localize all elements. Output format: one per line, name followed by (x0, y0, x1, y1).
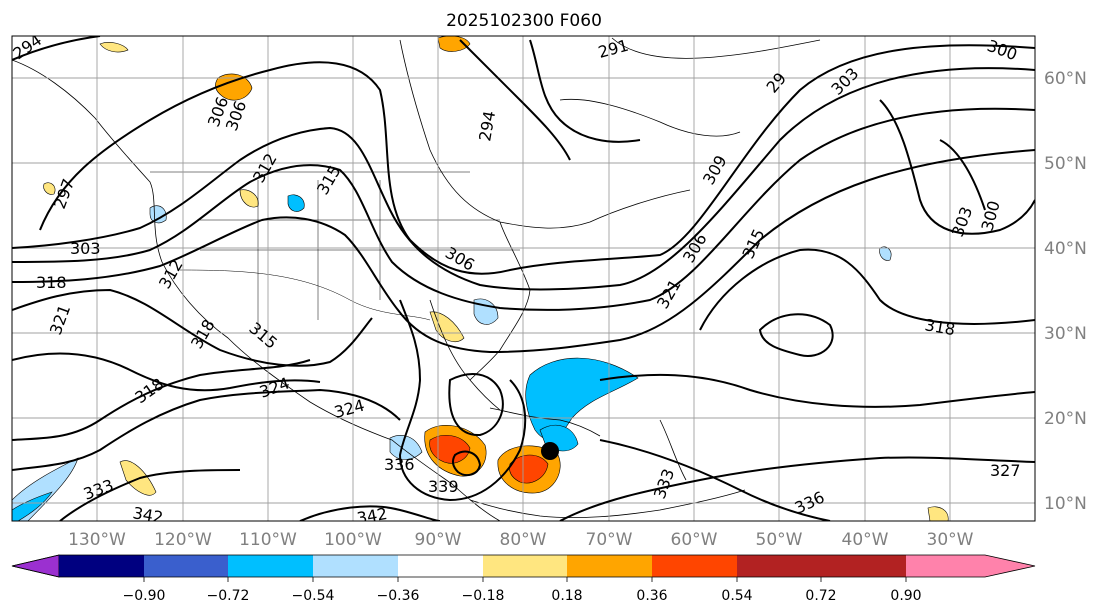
borders (150, 171, 520, 330)
colorbar-tick-label: 0.54 (721, 588, 752, 604)
colorbar-bin (737, 555, 821, 577)
colorbar-tick-label: −0.54 (292, 588, 335, 604)
colorbar-tick-label: −0.72 (207, 588, 250, 604)
colorbar-tick-label: −0.36 (377, 588, 420, 604)
colorbar-bin (567, 555, 652, 577)
colorbar-bin (228, 555, 313, 577)
colorbar: −0.90 −0.72 −0.54 −0.36 −0.18 0.18 0.36 … (11, 554, 1036, 604)
lat-label: 20°N (1044, 409, 1087, 429)
longitude-labels: 130°W 120°W 110°W 100°W 90°W 80°W 70°W 6… (68, 530, 974, 550)
contour-label: 336 (384, 455, 415, 474)
colorbar-bin (652, 555, 737, 577)
map-frame (11, 35, 1036, 522)
colorbar-bin (11, 554, 60, 578)
colorbar-tick-label: −0.18 (462, 588, 505, 604)
lat-label: 40°N (1044, 239, 1087, 259)
contour-label: 339 (428, 477, 459, 496)
lon-label: 110°W (239, 530, 297, 550)
colorbar-tick-label: −0.90 (123, 588, 166, 604)
colorbar-bin (59, 555, 144, 577)
lon-label: 60°W (671, 530, 718, 550)
coastlines (12, 37, 821, 521)
lat-label: 50°N (1044, 154, 1087, 174)
lat-label: 10°N (1044, 494, 1087, 514)
colorbar-outline (11, 554, 1036, 578)
latitude-labels: 60°N 50°N 40°N 30°N 20°N 10°N (1044, 69, 1087, 514)
map-title: 2025102300 F060 (446, 11, 602, 31)
colorbar-tick-label: 0.72 (805, 588, 836, 604)
lon-label: 80°W (500, 530, 547, 550)
lat-label: 60°N (1044, 69, 1087, 89)
contour-label: 327 (990, 461, 1021, 480)
colorbar-bin (313, 555, 398, 577)
colorbar-bin (144, 555, 228, 577)
contour-label: 318 (36, 273, 67, 292)
lon-label: 120°W (154, 530, 212, 550)
colorbar-bin (398, 555, 483, 577)
lon-label: 90°W (415, 530, 462, 550)
map-area: 294 297 303 318 321 312 306 306 312 315 … (12, 36, 1035, 528)
colorbar-bin (483, 555, 567, 577)
contour-label: 303 (70, 239, 101, 258)
contour-lines (12, 36, 1035, 521)
lon-label: 50°W (756, 530, 803, 550)
lon-label: 100°W (324, 530, 382, 550)
lon-label: 30°W (927, 530, 974, 550)
lon-label: 70°W (586, 530, 633, 550)
colorbar-bin (906, 555, 1035, 577)
colorbar-tick-label: 0.90 (890, 588, 921, 604)
contour-label: 342 (355, 504, 388, 528)
colorbar-tick-label: 0.36 (636, 588, 667, 604)
colorbar-tick-label: 0.18 (551, 588, 582, 604)
storm-center-marker (541, 442, 559, 460)
shaded-anomaly-fields (12, 36, 949, 521)
lat-label: 30°N (1044, 324, 1087, 344)
contour-label: 342 (131, 503, 164, 527)
lon-label: 130°W (68, 530, 126, 550)
lon-label: 40°W (842, 530, 889, 550)
colorbar-bin (821, 555, 906, 577)
